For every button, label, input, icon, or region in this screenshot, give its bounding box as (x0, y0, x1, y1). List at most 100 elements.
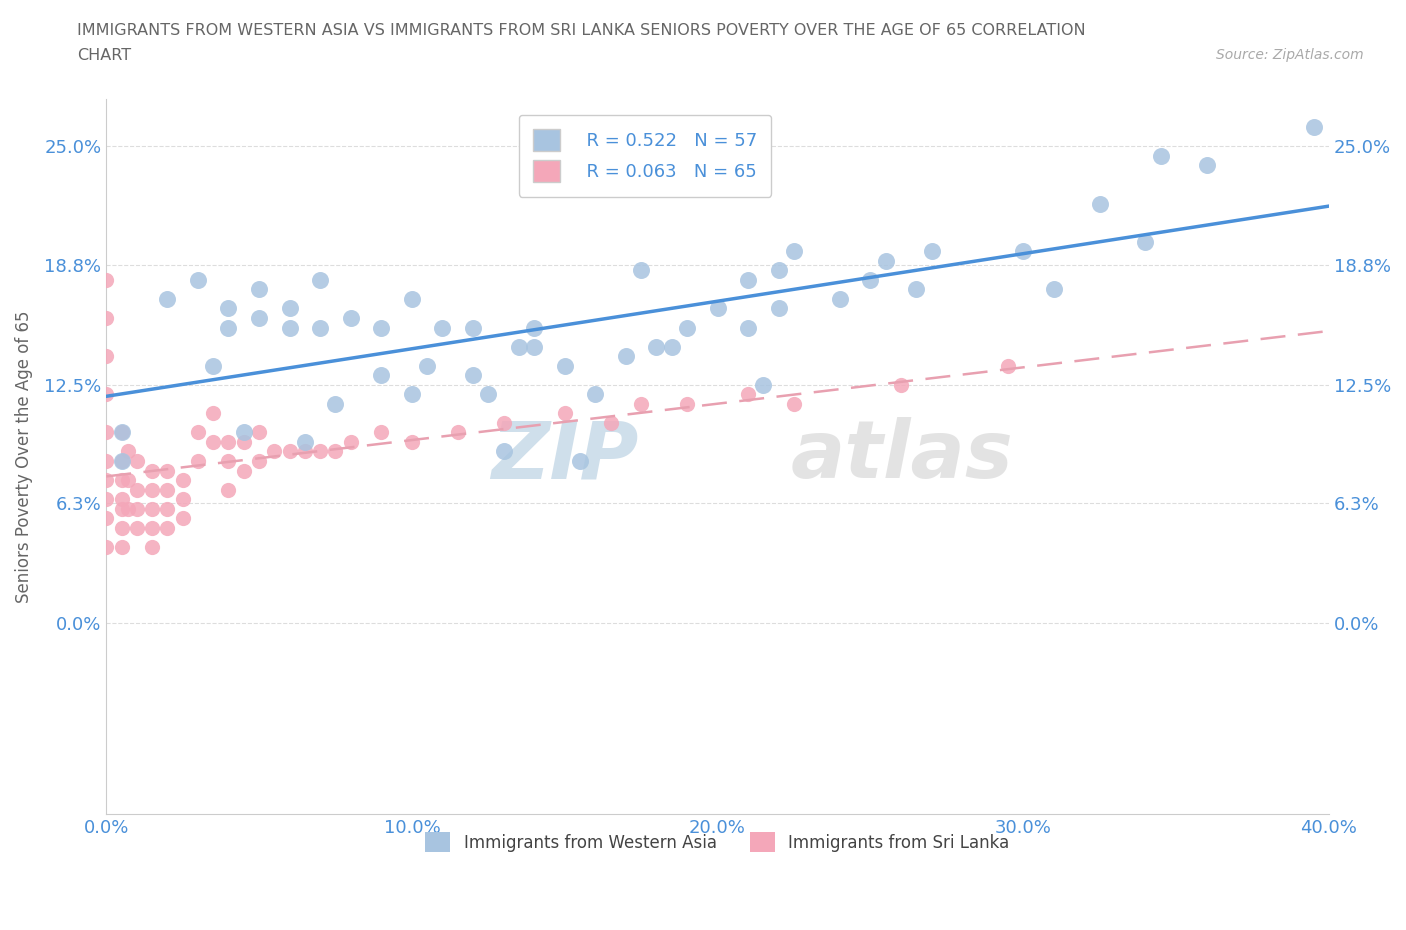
Point (278, 320, 301, 335)
Point (737, 272, 759, 287)
Point (1012, 244, 1035, 259)
Point (737, 320, 759, 335)
Y-axis label: Seniors Poverty Over the Age of 65: Seniors Poverty Over the Age of 65 (15, 310, 32, 603)
Point (325, 396, 347, 411)
Point (859, 272, 882, 287)
Point (156, 463, 179, 478)
Point (156, 482, 179, 497)
Point (247, 425, 270, 440)
Point (187, 425, 209, 440)
Point (141, 501, 163, 516)
Point (583, 387, 606, 402)
Point (110, 454, 132, 469)
Point (187, 272, 209, 287)
Point (1302, 120, 1324, 135)
Point (202, 405, 225, 420)
Point (1135, 234, 1157, 249)
Point (309, 320, 332, 335)
Point (890, 378, 912, 392)
Point (218, 454, 240, 469)
Point (492, 416, 515, 431)
Point (630, 396, 652, 411)
Point (1088, 196, 1111, 211)
Point (401, 434, 423, 449)
Point (172, 511, 194, 525)
Point (768, 263, 790, 278)
Point (110, 454, 132, 469)
Point (905, 282, 928, 297)
Point (370, 367, 392, 382)
Point (523, 320, 546, 335)
Point (156, 521, 179, 536)
Point (110, 521, 132, 536)
Legend: Immigrants from Western Asia, Immigrants from Sri Lanka: Immigrants from Western Asia, Immigrants… (419, 826, 1017, 859)
Point (141, 463, 163, 478)
Point (232, 434, 254, 449)
Point (218, 301, 240, 316)
Point (202, 358, 225, 373)
Point (187, 454, 209, 469)
Text: ZIP: ZIP (491, 418, 638, 496)
Point (96, 454, 118, 469)
Point (768, 301, 790, 316)
Point (1150, 149, 1173, 164)
Point (447, 425, 470, 440)
Point (110, 501, 132, 516)
Point (278, 444, 301, 458)
Point (676, 320, 699, 335)
Point (294, 434, 316, 449)
Point (156, 501, 179, 516)
Point (247, 311, 270, 325)
Point (461, 367, 484, 382)
Point (125, 501, 148, 516)
Point (339, 311, 361, 325)
Text: Source: ZipAtlas.com: Source: ZipAtlas.com (1216, 48, 1364, 62)
Point (263, 444, 285, 458)
Point (569, 454, 592, 469)
Point (96, 349, 118, 364)
Point (247, 282, 270, 297)
Point (325, 444, 347, 458)
Point (172, 472, 194, 487)
Point (110, 492, 132, 507)
Point (783, 244, 806, 259)
Text: atlas: atlas (792, 418, 1014, 496)
Point (125, 482, 148, 497)
Point (96, 387, 118, 402)
Point (232, 463, 254, 478)
Point (110, 472, 132, 487)
Point (232, 425, 254, 440)
Point (401, 387, 423, 402)
Point (141, 482, 163, 497)
Point (370, 425, 392, 440)
Point (828, 291, 851, 306)
Point (523, 339, 546, 354)
Point (294, 444, 316, 458)
Point (554, 405, 576, 420)
Point (96, 472, 118, 487)
Text: IMMIGRANTS FROM WESTERN ASIA VS IMMIGRANTS FROM SRI LANKA SENIORS POVERTY OVER T: IMMIGRANTS FROM WESTERN ASIA VS IMMIGRAN… (77, 23, 1085, 38)
Point (117, 501, 139, 516)
Point (218, 434, 240, 449)
Point (1042, 282, 1064, 297)
Point (247, 454, 270, 469)
Point (875, 253, 897, 268)
Point (599, 416, 621, 431)
Point (706, 301, 728, 316)
Point (492, 444, 515, 458)
Point (96, 492, 118, 507)
Point (432, 320, 454, 335)
Point (309, 444, 332, 458)
Point (96, 425, 118, 440)
Point (339, 434, 361, 449)
Point (1195, 158, 1218, 173)
Point (110, 425, 132, 440)
Point (96, 272, 118, 287)
Point (172, 492, 194, 507)
Point (508, 339, 530, 354)
Point (218, 320, 240, 335)
Point (752, 378, 775, 392)
Point (676, 396, 699, 411)
Point (125, 454, 148, 469)
Point (416, 358, 439, 373)
